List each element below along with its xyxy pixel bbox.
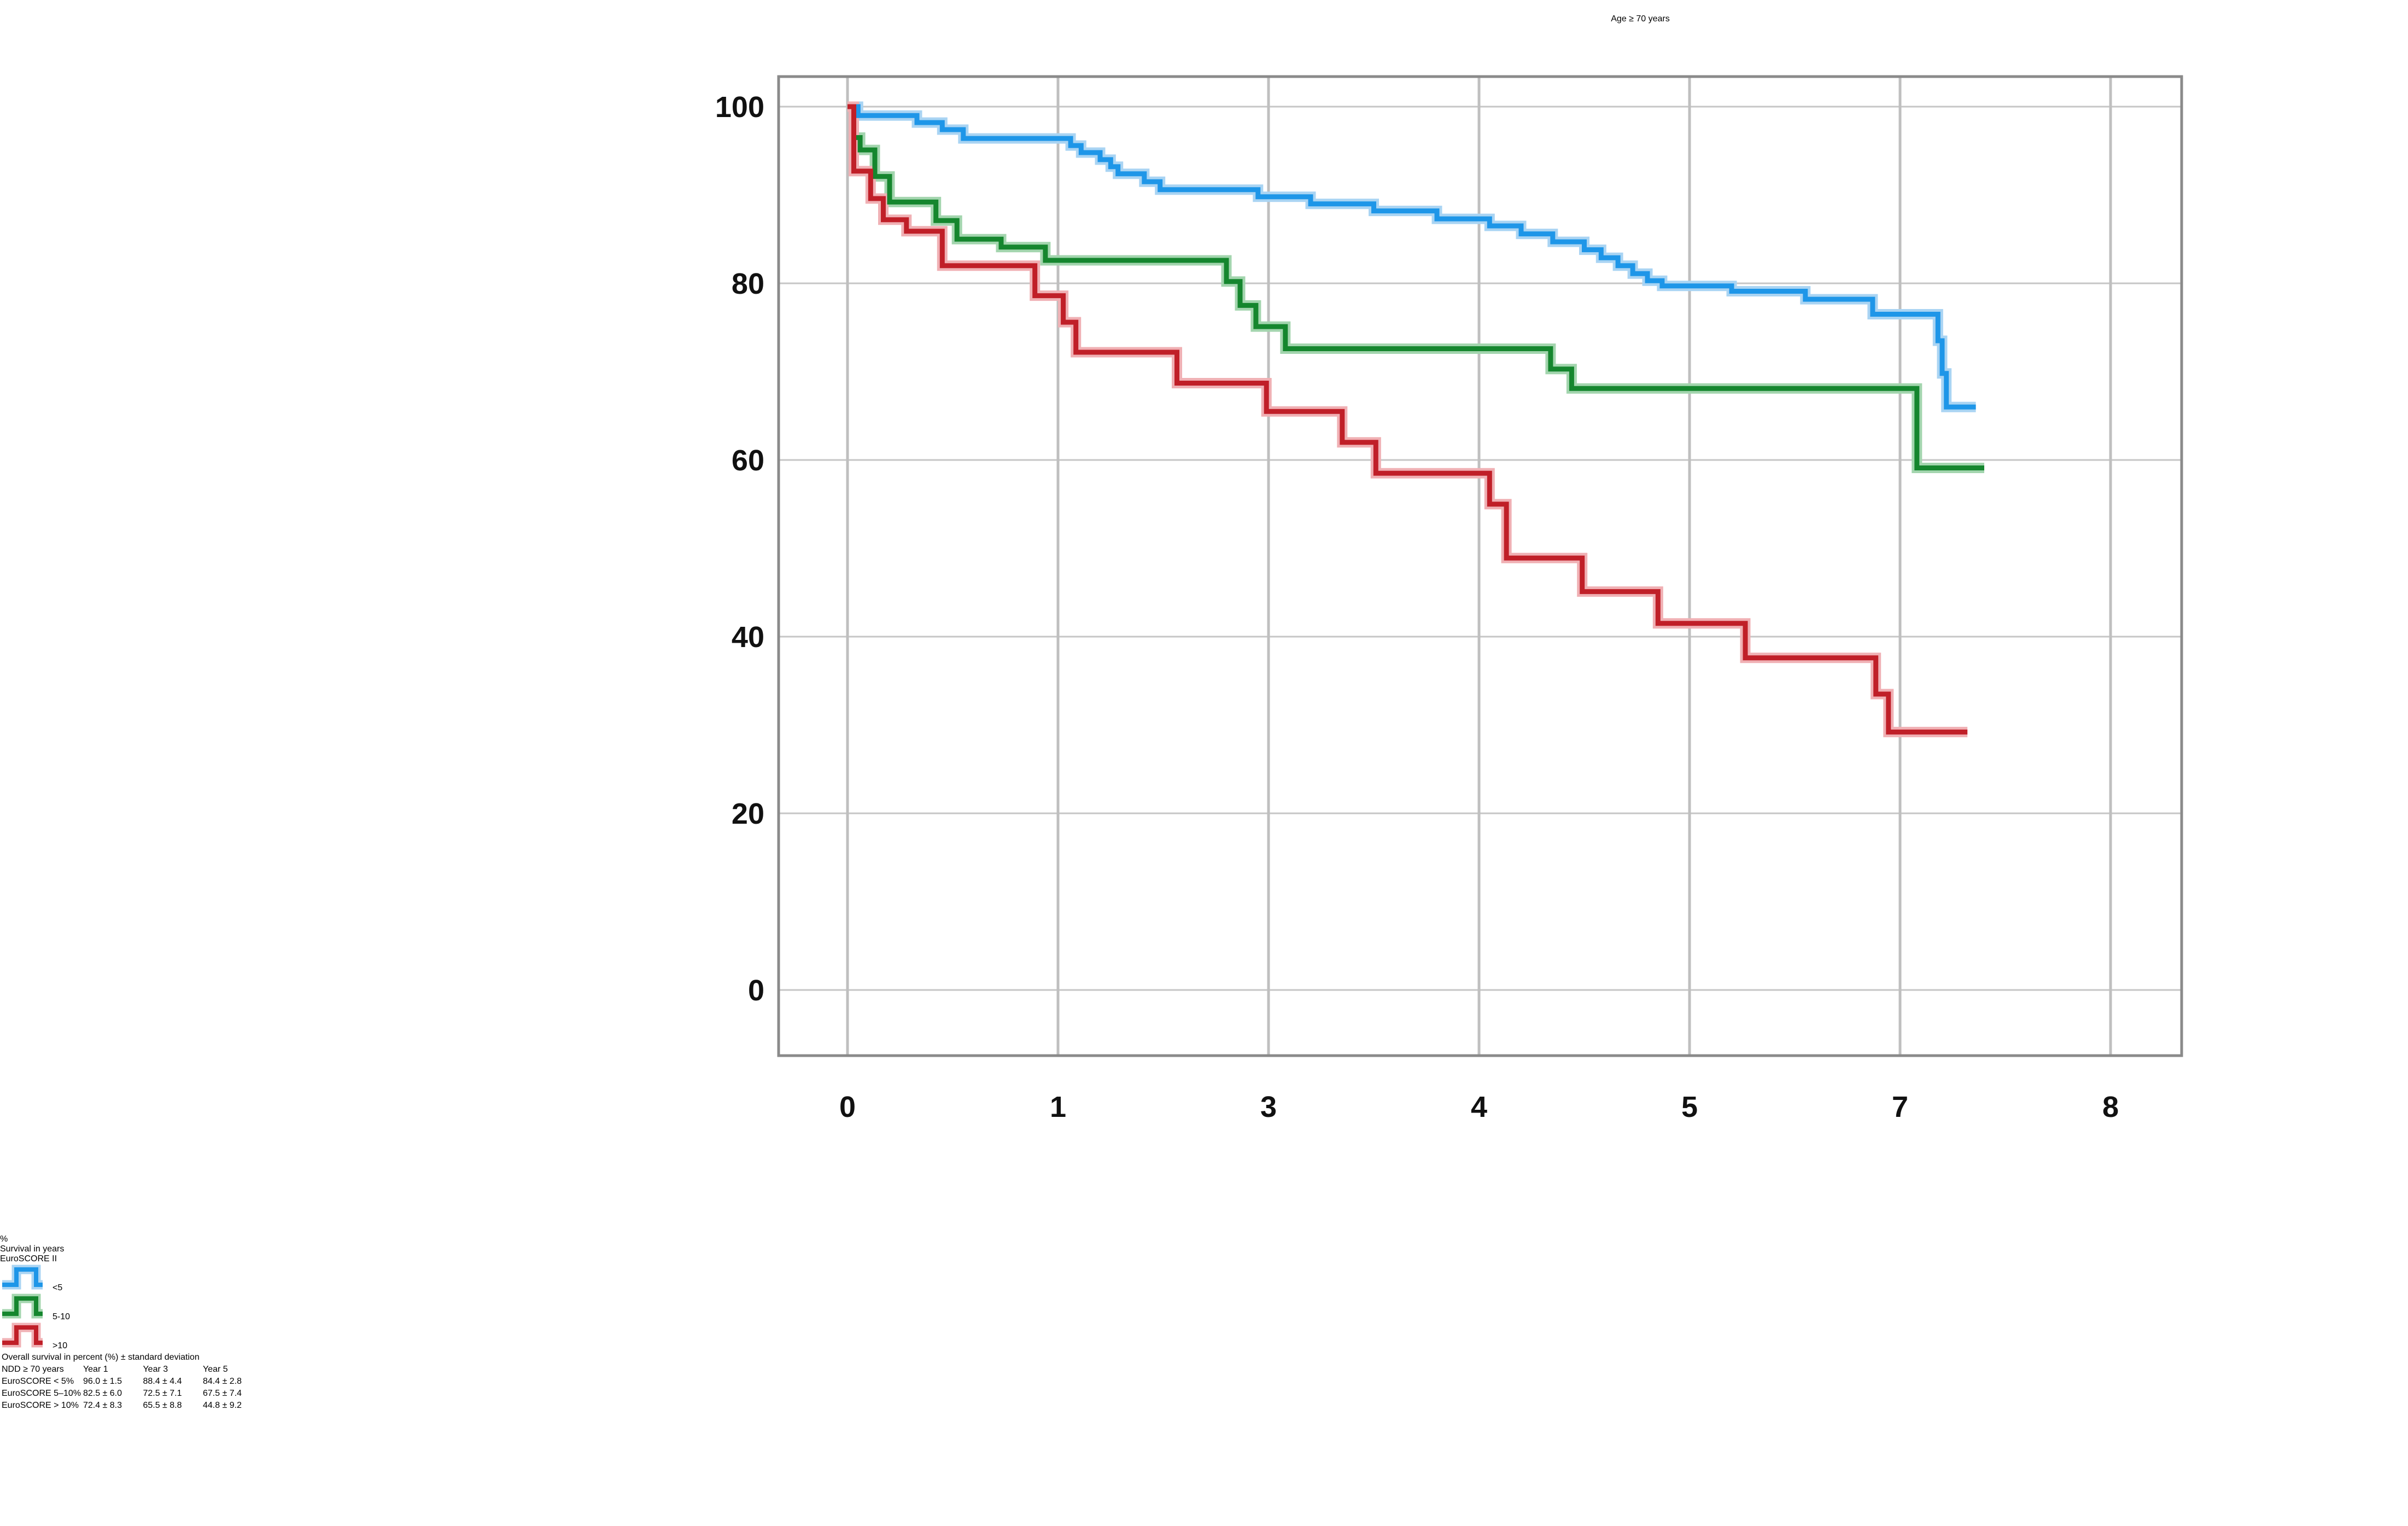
plot-frame: [777, 75, 2183, 1057]
row-label-cell: EuroSCORE > 10%: [2, 1401, 79, 1410]
value-cell: Year 1: [83, 1365, 108, 1374]
series-line-5-10: [848, 104, 1984, 470]
value-cell: 67.5 ± 7.4: [202, 1389, 242, 1398]
x-tick-label: 5: [1681, 1091, 1698, 1123]
y-tick-label: 60: [732, 444, 764, 477]
legend: EuroSCORE II <5 5-10 >10: [0, 1254, 2408, 1351]
y-tick-label: 40: [732, 621, 764, 654]
survival-table: Overall survival in percent (%) ± standa…: [0, 1351, 262, 1412]
survival-table-wrap: Overall survival in percent (%) ± standa…: [0, 1351, 2408, 1412]
series-halo-<5: [848, 101, 1976, 412]
row-label-cell: EuroSCORE 5–10%: [2, 1389, 81, 1398]
y-tick-label: 20: [732, 797, 764, 830]
value-cell: 96.0 ± 1.5: [83, 1377, 122, 1386]
x-tick-label: 1: [1050, 1091, 1066, 1123]
y-tick-label: 0: [748, 974, 764, 1007]
legend-step-icon: [2, 1294, 43, 1319]
value-cell: 72.5 ± 7.1: [143, 1389, 182, 1398]
x-tick-label: 3: [1260, 1091, 1277, 1123]
table-header-row: Overall survival in percent (%) ± standa…: [1, 1352, 261, 1363]
legend-entry: 5-10: [0, 1293, 2408, 1322]
value-cell: Year 5: [202, 1365, 228, 1374]
row-label-cell: NDD ≥ 70 years: [2, 1365, 64, 1374]
series-line-<5: [848, 104, 1976, 410]
legend-title: EuroSCORE II: [0, 1254, 57, 1263]
x-tick-label: 8: [2102, 1091, 2119, 1123]
legend-step-icon: [2, 1323, 43, 1348]
value-cell: 44.8 ± 9.2: [202, 1401, 242, 1410]
value-cell: 88.4 ± 4.4: [143, 1377, 182, 1386]
series-halo-5-10: [848, 101, 1984, 473]
series-line->10: [848, 104, 1968, 735]
y-tick-label: 80: [732, 267, 764, 300]
value-cell: Year 3: [143, 1365, 168, 1374]
chart-title: Age ≥ 70 years: [1611, 14, 1670, 24]
legend-entry-label: >10: [52, 1341, 68, 1350]
x-axis-title: Survival in years: [0, 1244, 65, 1254]
value-cell: 65.5 ± 8.8: [143, 1401, 182, 1410]
table-header-cell: Overall survival in percent (%) ± standa…: [2, 1353, 200, 1362]
x-tick-label: 7: [1892, 1091, 1908, 1123]
series-halo->10: [848, 101, 1968, 737]
table-row: EuroSCORE < 5% 96.0 ± 1.5 88.4 ± 4.4 84.4 ±…: [1, 1376, 261, 1387]
x-tick-label: 0: [839, 1091, 856, 1123]
legend-entry: >10: [0, 1322, 2408, 1351]
value-cell: 82.5 ± 6.0: [83, 1389, 122, 1398]
km-plot-svg: 0 20 40 60 80 100 0 1 3 4 5 7 8: [715, 75, 2183, 1123]
value-cell: 84.4 ± 2.8: [202, 1377, 242, 1386]
y-tick-label: 100: [715, 91, 764, 124]
legend-step-icon: [2, 1265, 43, 1290]
table-row: EuroSCORE 5–10% 82.5 ± 6.0 72.5 ± 7.1 67.5 …: [1, 1388, 261, 1399]
value-cell: 72.4 ± 8.3: [83, 1401, 122, 1410]
table-row: NDD ≥ 70 years Year 1 Year 3 Year 5: [1, 1364, 261, 1375]
row-label-cell: EuroSCORE < 5%: [2, 1377, 74, 1386]
x-tick-label: 4: [1471, 1091, 1487, 1123]
legend-entry-label: 5-10: [52, 1312, 71, 1321]
legend-entry-label: <5: [52, 1283, 63, 1292]
table-row: EuroSCORE > 10% 72.4 ± 8.3 65.5 ± 8.8 44.8 …: [1, 1400, 261, 1411]
y-axis-title: %: [0, 1234, 8, 1244]
legend-entry: <5: [0, 1264, 2408, 1293]
